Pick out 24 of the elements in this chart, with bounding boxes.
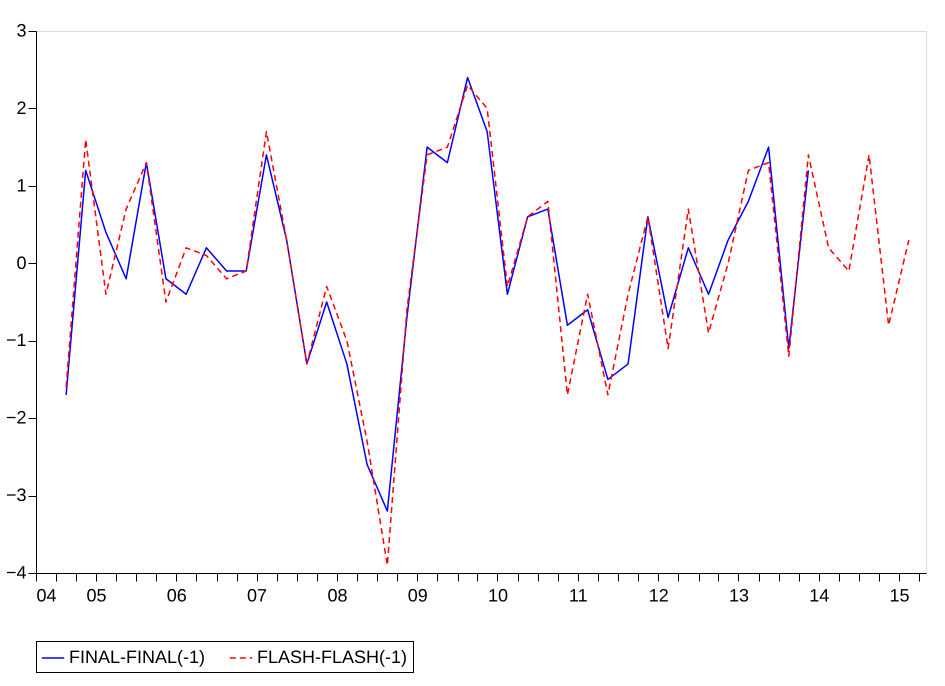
y-tick-label: −1: [6, 330, 26, 350]
y-tick-label: −4: [6, 562, 26, 582]
line-series: [65, 84, 910, 566]
x-tick-label: 11: [568, 586, 588, 606]
x-tick-label: 05: [86, 586, 107, 606]
x-tick-label: 07: [247, 586, 268, 606]
x-tick-label: 04: [36, 586, 57, 606]
y-tick-label: 3: [16, 20, 26, 40]
y-tick-label: −2: [6, 408, 26, 428]
y-tick-label: 0: [16, 252, 26, 273]
y-tick-label: 2: [16, 98, 26, 118]
x-tick-label: 09: [408, 586, 428, 606]
x-tick-label: 14: [809, 586, 830, 606]
legend-label: FINAL-FINAL(-1): [69, 647, 206, 667]
x-tick-label: 13: [728, 586, 749, 606]
x-tick-label: 06: [166, 586, 187, 606]
line-series: [65, 76, 810, 512]
x-tick-label: 10: [488, 586, 508, 606]
y-tick-label: 1: [16, 175, 26, 196]
x-tick-label: 15: [889, 586, 910, 606]
y-tick-label: −3: [6, 485, 26, 506]
x-tick-label: 12: [648, 586, 669, 606]
x-tick-label: 08: [327, 586, 348, 606]
legend-label: FLASH-FLASH(-1): [257, 647, 408, 667]
